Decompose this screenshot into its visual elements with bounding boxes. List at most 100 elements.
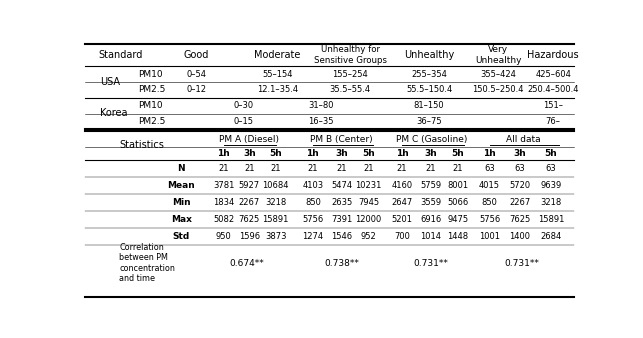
Text: 3218: 3218 xyxy=(540,198,561,207)
Text: 0–12: 0–12 xyxy=(186,85,206,94)
Text: 12000: 12000 xyxy=(356,215,382,224)
Text: 3218: 3218 xyxy=(265,198,286,207)
Text: 1001: 1001 xyxy=(479,232,500,241)
Text: Unhealthy for
Sensitive Groups: Unhealthy for Sensitive Groups xyxy=(314,46,386,65)
Text: 2647: 2647 xyxy=(392,198,413,207)
Text: 3873: 3873 xyxy=(265,232,286,241)
Text: Mean: Mean xyxy=(167,181,195,190)
Text: 1274: 1274 xyxy=(302,232,323,241)
Text: PM2.5: PM2.5 xyxy=(138,117,166,126)
Text: 21: 21 xyxy=(363,164,374,173)
Text: 12.1–35.4: 12.1–35.4 xyxy=(257,85,298,94)
Text: 155–254: 155–254 xyxy=(332,70,368,78)
Text: 7391: 7391 xyxy=(331,215,352,224)
Text: 255–354: 255–354 xyxy=(411,70,447,78)
Text: All data: All data xyxy=(507,135,541,144)
Text: 4103: 4103 xyxy=(302,181,323,190)
Text: 9475: 9475 xyxy=(448,215,468,224)
Text: 0–54: 0–54 xyxy=(186,70,206,78)
Text: PM C (Gasoline): PM C (Gasoline) xyxy=(395,135,467,144)
Text: 5h: 5h xyxy=(269,149,282,158)
Text: 150.5–250.4: 150.5–250.4 xyxy=(473,85,524,94)
Text: 7945: 7945 xyxy=(358,198,379,207)
Text: Statistics: Statistics xyxy=(119,140,164,150)
Text: 35.5–55.4: 35.5–55.4 xyxy=(329,85,370,94)
Text: PM10: PM10 xyxy=(138,101,163,110)
Text: 2267: 2267 xyxy=(509,198,530,207)
Text: 5756: 5756 xyxy=(302,215,323,224)
Text: 1h: 1h xyxy=(395,149,408,158)
Text: 21: 21 xyxy=(426,164,436,173)
Text: 55.5–150.4: 55.5–150.4 xyxy=(406,85,452,94)
Text: 850: 850 xyxy=(482,198,498,207)
Text: 21: 21 xyxy=(244,164,255,173)
Text: 21: 21 xyxy=(336,164,347,173)
Text: 250.4–500.4: 250.4–500.4 xyxy=(527,85,579,94)
Text: 15891: 15891 xyxy=(538,215,564,224)
Text: Hazardous: Hazardous xyxy=(527,50,579,60)
Text: 3559: 3559 xyxy=(420,198,441,207)
Text: 1014: 1014 xyxy=(420,232,441,241)
Text: 21: 21 xyxy=(397,164,407,173)
Text: 850: 850 xyxy=(305,198,321,207)
Text: Good: Good xyxy=(184,50,210,60)
Text: Very
Unhealthy: Very Unhealthy xyxy=(475,46,521,65)
Text: Standard: Standard xyxy=(98,50,143,60)
Text: 0.731**: 0.731** xyxy=(413,259,448,268)
Text: 81–150: 81–150 xyxy=(414,101,444,110)
Text: 151–: 151– xyxy=(543,101,563,110)
Text: 1h: 1h xyxy=(217,149,230,158)
Text: 8001: 8001 xyxy=(448,181,468,190)
Text: 5h: 5h xyxy=(545,149,557,158)
Text: 2684: 2684 xyxy=(540,232,561,241)
Text: 3781: 3781 xyxy=(213,181,235,190)
Text: PM2.5: PM2.5 xyxy=(138,85,166,94)
Text: PM A (Diesel): PM A (Diesel) xyxy=(219,135,279,144)
Text: PM B (Center): PM B (Center) xyxy=(310,135,373,144)
Text: 700: 700 xyxy=(394,232,410,241)
Text: 1h: 1h xyxy=(483,149,496,158)
Text: 0.731**: 0.731** xyxy=(505,259,539,268)
Text: 4015: 4015 xyxy=(479,181,500,190)
Text: 16–35: 16–35 xyxy=(308,117,333,126)
Text: 425–604: 425–604 xyxy=(535,70,571,78)
Text: 952: 952 xyxy=(361,232,377,241)
Text: 21: 21 xyxy=(307,164,318,173)
Text: 7625: 7625 xyxy=(239,215,260,224)
Text: 1448: 1448 xyxy=(448,232,468,241)
Text: Correlation
between PM
concentration
and time: Correlation between PM concentration and… xyxy=(119,243,175,283)
Text: 5756: 5756 xyxy=(479,215,500,224)
Text: 76–: 76– xyxy=(546,117,561,126)
Text: 15891: 15891 xyxy=(262,215,289,224)
Text: 6916: 6916 xyxy=(420,215,441,224)
Text: 5201: 5201 xyxy=(392,215,413,224)
Text: 5082: 5082 xyxy=(213,215,234,224)
Text: Unhealthy: Unhealthy xyxy=(404,50,454,60)
Text: 0.674**: 0.674** xyxy=(230,259,264,268)
Text: 2635: 2635 xyxy=(331,198,352,207)
Text: 1h: 1h xyxy=(307,149,320,158)
Text: 5759: 5759 xyxy=(420,181,441,190)
Text: 1596: 1596 xyxy=(239,232,260,241)
Text: 950: 950 xyxy=(216,232,231,241)
Text: N: N xyxy=(177,164,185,173)
Text: 5h: 5h xyxy=(362,149,375,158)
Text: 5h: 5h xyxy=(451,149,464,158)
Text: 10684: 10684 xyxy=(262,181,289,190)
Text: Std: Std xyxy=(172,232,190,241)
Text: 1546: 1546 xyxy=(331,232,352,241)
Text: Moderate: Moderate xyxy=(254,50,300,60)
Text: 55–154: 55–154 xyxy=(262,70,293,78)
Text: 3h: 3h xyxy=(335,149,348,158)
Text: 0.738**: 0.738** xyxy=(324,259,359,268)
Text: 5720: 5720 xyxy=(509,181,530,190)
Text: 36–75: 36–75 xyxy=(416,117,442,126)
Text: 2267: 2267 xyxy=(239,198,260,207)
Text: 5927: 5927 xyxy=(239,181,260,190)
Text: Korea: Korea xyxy=(100,108,127,118)
Text: 7625: 7625 xyxy=(509,215,530,224)
Text: 0–15: 0–15 xyxy=(233,117,253,126)
Text: 1400: 1400 xyxy=(509,232,530,241)
Text: 355–424: 355–424 xyxy=(480,70,516,78)
Text: USA: USA xyxy=(100,77,120,87)
